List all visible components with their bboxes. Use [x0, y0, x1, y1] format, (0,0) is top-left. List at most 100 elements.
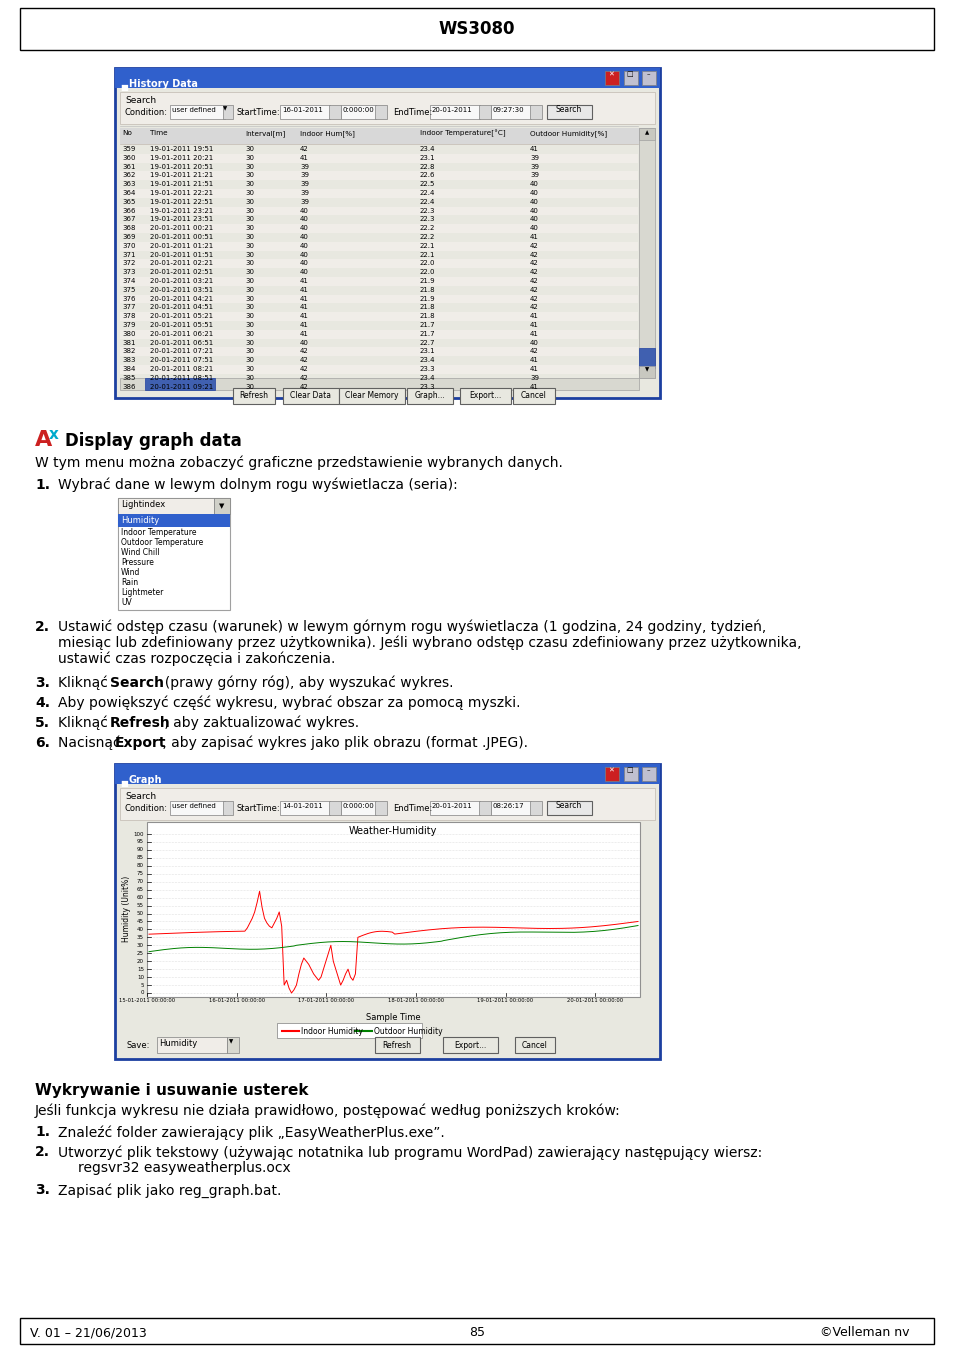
Text: 40: 40: [299, 340, 309, 346]
Text: 85: 85: [137, 856, 144, 860]
Text: 382: 382: [122, 348, 135, 355]
Text: 42: 42: [530, 269, 538, 275]
Text: 40: 40: [299, 208, 309, 213]
Text: Indoor Hum[%]: Indoor Hum[%]: [299, 130, 355, 136]
Text: V. 01 – 21/06/2013: V. 01 – 21/06/2013: [30, 1326, 147, 1339]
Text: 30: 30: [245, 243, 253, 248]
Text: Display graph data: Display graph data: [65, 432, 241, 450]
Text: 20-01-2011 04:51: 20-01-2011 04:51: [150, 304, 213, 310]
Bar: [641, 72, 656, 85]
Text: 30: 30: [245, 348, 253, 355]
Text: 362: 362: [122, 173, 135, 178]
Text: 41: 41: [299, 278, 309, 283]
Text: 20-01-2011 04:21: 20-01-2011 04:21: [150, 296, 213, 301]
Text: Save:: Save:: [127, 1041, 151, 1049]
Text: Znaleźć folder zawierający plik „EasyWeatherPlus.exe”.: Znaleźć folder zawierający plik „EasyWea…: [58, 1125, 444, 1139]
Text: 18-01-2011 00:00:00: 18-01-2011 00:00:00: [388, 998, 443, 1003]
Bar: [120, 378, 639, 390]
Text: 40: 40: [299, 225, 309, 231]
Text: 22.8: 22.8: [419, 163, 435, 170]
Text: W tym menu można zobaczyć graficzne przedstawienie wybranych danych.: W tym menu można zobaczyć graficzne prze…: [35, 455, 562, 470]
Text: Cancel: Cancel: [520, 390, 546, 400]
Text: 40: 40: [530, 190, 538, 196]
Text: Utworzyć plik tekstowy (używając notatnika lub programu WordPad) zawierający nas: Utworzyć plik tekstowy (używając notatni…: [58, 1145, 761, 1160]
Text: 20-01-2011: 20-01-2011: [432, 803, 473, 809]
Text: 40: 40: [299, 216, 309, 223]
Text: 41: 41: [530, 146, 538, 153]
Text: 21.8: 21.8: [419, 286, 436, 293]
Bar: [118, 498, 230, 610]
Text: 21.9: 21.9: [419, 278, 436, 283]
Text: 42: 42: [530, 296, 538, 301]
Text: 372: 372: [122, 261, 135, 266]
Text: 19-01-2011 00:00:00: 19-01-2011 00:00:00: [477, 998, 533, 1003]
Text: Indoor Humidity: Indoor Humidity: [301, 1027, 362, 1035]
Text: 2.: 2.: [35, 620, 50, 634]
Text: ©Velleman nv: ©Velleman nv: [820, 1326, 909, 1339]
Text: Lightindex: Lightindex: [121, 500, 165, 509]
Bar: [283, 387, 338, 404]
Text: 100: 100: [133, 832, 144, 837]
Text: 30: 30: [245, 155, 253, 161]
Text: 20-01-2011 03:51: 20-01-2011 03:51: [150, 286, 213, 293]
Bar: [546, 105, 592, 119]
Text: ✕: ✕: [607, 767, 614, 774]
Text: 40: 40: [530, 225, 538, 231]
Text: 30: 30: [245, 340, 253, 346]
Bar: [20, 1318, 933, 1345]
Text: 20-01-2011 00:21: 20-01-2011 00:21: [150, 225, 213, 231]
Text: 0: 0: [140, 991, 144, 995]
Bar: [478, 801, 491, 815]
Text: 41: 41: [299, 155, 309, 161]
Text: 22.7: 22.7: [419, 340, 435, 346]
Text: 22.5: 22.5: [419, 181, 435, 188]
Text: 20-01-2011 09:21: 20-01-2011 09:21: [150, 383, 213, 390]
Text: EndTime:: EndTime:: [393, 805, 432, 813]
Text: Cancel: Cancel: [521, 1041, 547, 1049]
Text: 6.: 6.: [35, 736, 50, 751]
Text: Sample Time: Sample Time: [365, 1012, 420, 1022]
Text: 374: 374: [122, 278, 135, 283]
Text: 20-01-2011 06:21: 20-01-2011 06:21: [150, 331, 213, 336]
Bar: [280, 105, 330, 119]
Text: 14-01-2011: 14-01-2011: [282, 803, 322, 809]
Text: 41: 41: [299, 304, 309, 310]
Text: 41: 41: [299, 286, 309, 293]
Text: 40: 40: [530, 181, 538, 188]
Text: StartTime:: StartTime:: [236, 108, 280, 117]
Bar: [120, 259, 638, 269]
Text: 41: 41: [299, 323, 309, 328]
Text: Wykrywanie i usuwanie usterek: Wykrywanie i usuwanie usterek: [35, 1083, 308, 1098]
Bar: [115, 764, 659, 1058]
Bar: [147, 822, 639, 998]
Text: 40: 40: [137, 927, 144, 931]
Text: 30: 30: [245, 323, 253, 328]
Text: 21.8: 21.8: [419, 304, 436, 310]
Text: 30: 30: [245, 375, 253, 381]
Text: 50: 50: [137, 911, 144, 917]
Text: 30: 30: [245, 358, 253, 363]
Text: 4.: 4.: [35, 697, 50, 710]
Text: 30: 30: [245, 296, 253, 301]
Bar: [604, 72, 618, 85]
Text: 41: 41: [299, 331, 309, 336]
Text: 23.1: 23.1: [419, 348, 436, 355]
Text: 16-01-2011: 16-01-2011: [282, 107, 322, 113]
Text: 367: 367: [122, 216, 135, 223]
Text: 20: 20: [137, 958, 144, 964]
Bar: [491, 801, 531, 815]
Bar: [430, 105, 479, 119]
Text: 20-01-2011 06:51: 20-01-2011 06:51: [150, 340, 213, 346]
Text: 23.3: 23.3: [419, 383, 436, 390]
Text: –: –: [645, 72, 649, 77]
Bar: [623, 72, 638, 85]
Text: 20-01-2011 05:21: 20-01-2011 05:21: [150, 313, 213, 319]
Text: 19-01-2011 21:21: 19-01-2011 21:21: [150, 173, 213, 178]
Bar: [120, 329, 638, 339]
Text: Refresh: Refresh: [382, 1041, 411, 1049]
Bar: [407, 387, 453, 404]
Text: 363: 363: [122, 181, 135, 188]
Text: 19-01-2011 20:51: 19-01-2011 20:51: [150, 163, 213, 170]
Text: 40: 40: [530, 198, 538, 205]
Text: 40: 40: [299, 243, 309, 248]
